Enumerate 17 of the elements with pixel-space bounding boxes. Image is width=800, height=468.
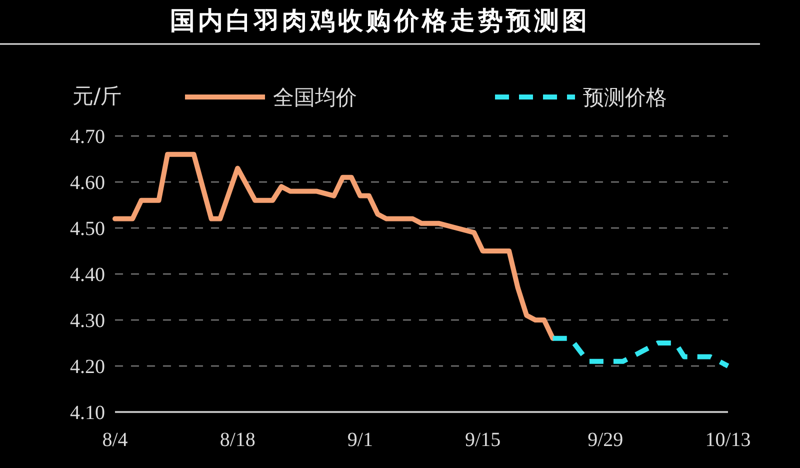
x-tick-label: 9/15 — [465, 429, 501, 451]
y-tick-label: 4.70 — [70, 126, 105, 148]
y-tick-label: 4.30 — [70, 310, 105, 332]
x-tick-label: 9/29 — [588, 429, 624, 451]
legend-label: 全国均价 — [273, 85, 357, 110]
chart-title: 国内白羽肉鸡收购价格走势预测图 — [170, 6, 590, 35]
y-axis-title: 元/斤 — [72, 84, 122, 108]
y-tick-label: 4.60 — [70, 172, 105, 194]
y-tick-label: 4.20 — [70, 356, 105, 378]
x-tick-label: 9/1 — [347, 429, 373, 451]
x-tick-label: 8/18 — [220, 429, 256, 451]
legend-label: 预测价格 — [583, 85, 667, 110]
y-tick-label: 4.50 — [70, 218, 105, 240]
x-tick-label: 10/13 — [705, 429, 751, 451]
x-tick-label: 8/4 — [102, 429, 128, 451]
y-tick-label: 4.10 — [70, 402, 105, 424]
y-tick-label: 4.40 — [70, 264, 105, 286]
